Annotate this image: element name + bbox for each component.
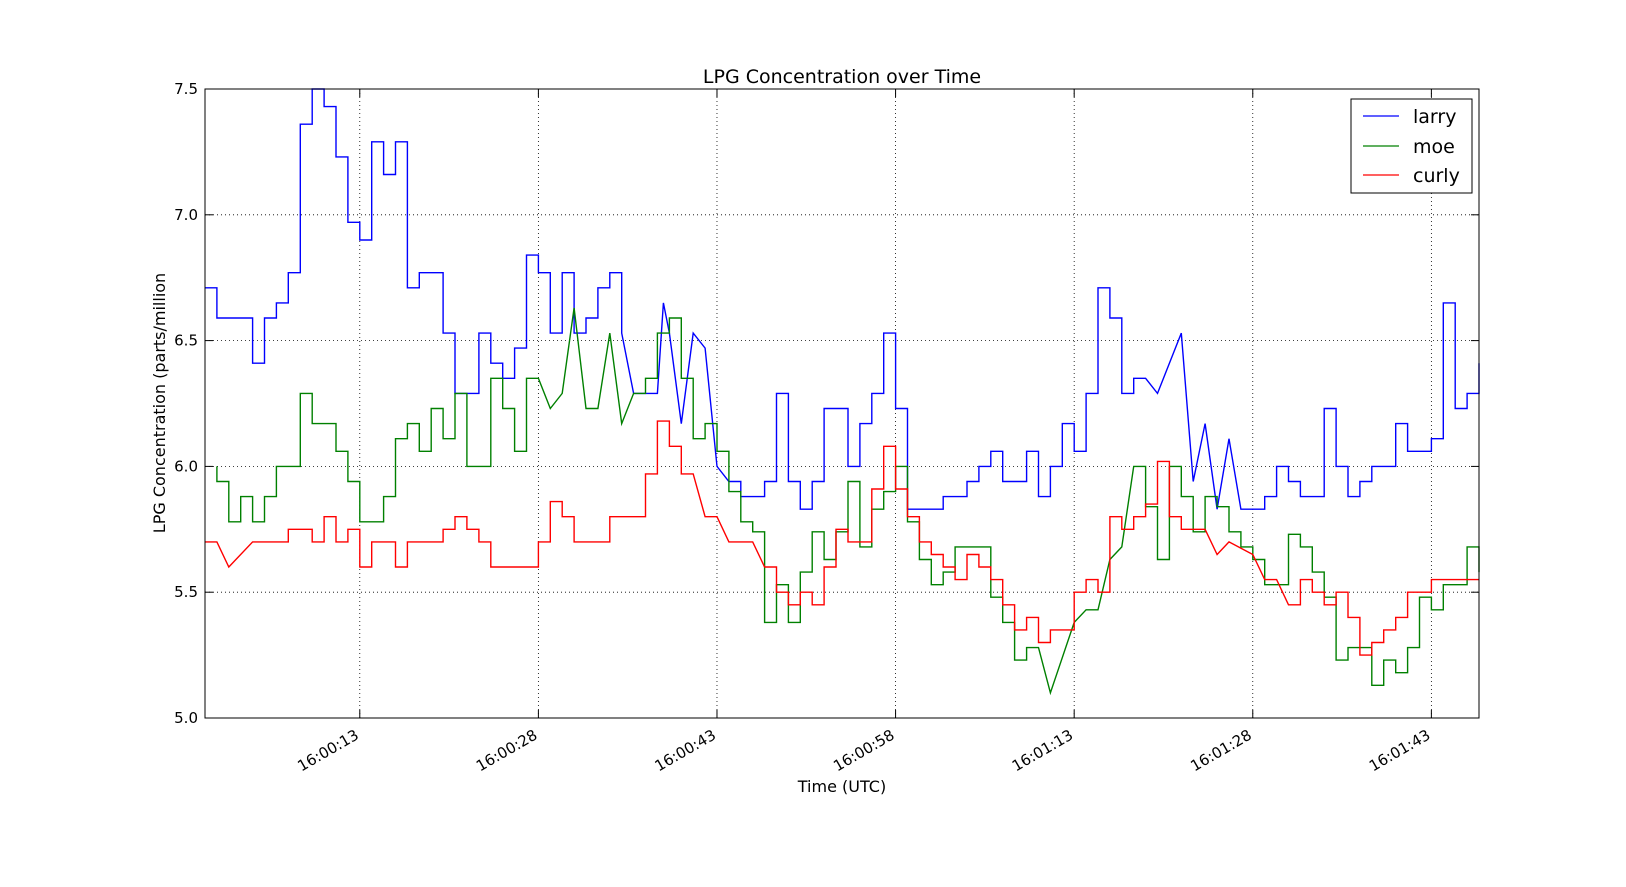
y-tick-label: 7.5 xyxy=(174,80,198,98)
legend-label-larry: larry xyxy=(1413,106,1456,128)
legend: larry moe curly xyxy=(1350,98,1473,194)
legend-label-curly: curly xyxy=(1413,165,1460,187)
y-tick-label: 6.5 xyxy=(174,332,198,350)
y-tick-label: 6.0 xyxy=(174,457,198,475)
x-axis-label: Time (UTC) xyxy=(797,777,886,796)
y-tick-label: 5.0 xyxy=(174,709,198,727)
plot-frame xyxy=(204,88,1480,719)
y-tick-label: 7.0 xyxy=(174,206,198,224)
y-axis-label: LPG Concentration (parts/million xyxy=(150,273,169,533)
legend-label-moe: moe xyxy=(1413,136,1455,158)
series-line-larry xyxy=(205,88,1480,510)
y-tick-label: 5.5 xyxy=(174,583,198,601)
series-lines xyxy=(205,88,1480,696)
series-line-curly xyxy=(205,420,1479,656)
chart-title: LPG Concentration over Time xyxy=(703,66,981,88)
